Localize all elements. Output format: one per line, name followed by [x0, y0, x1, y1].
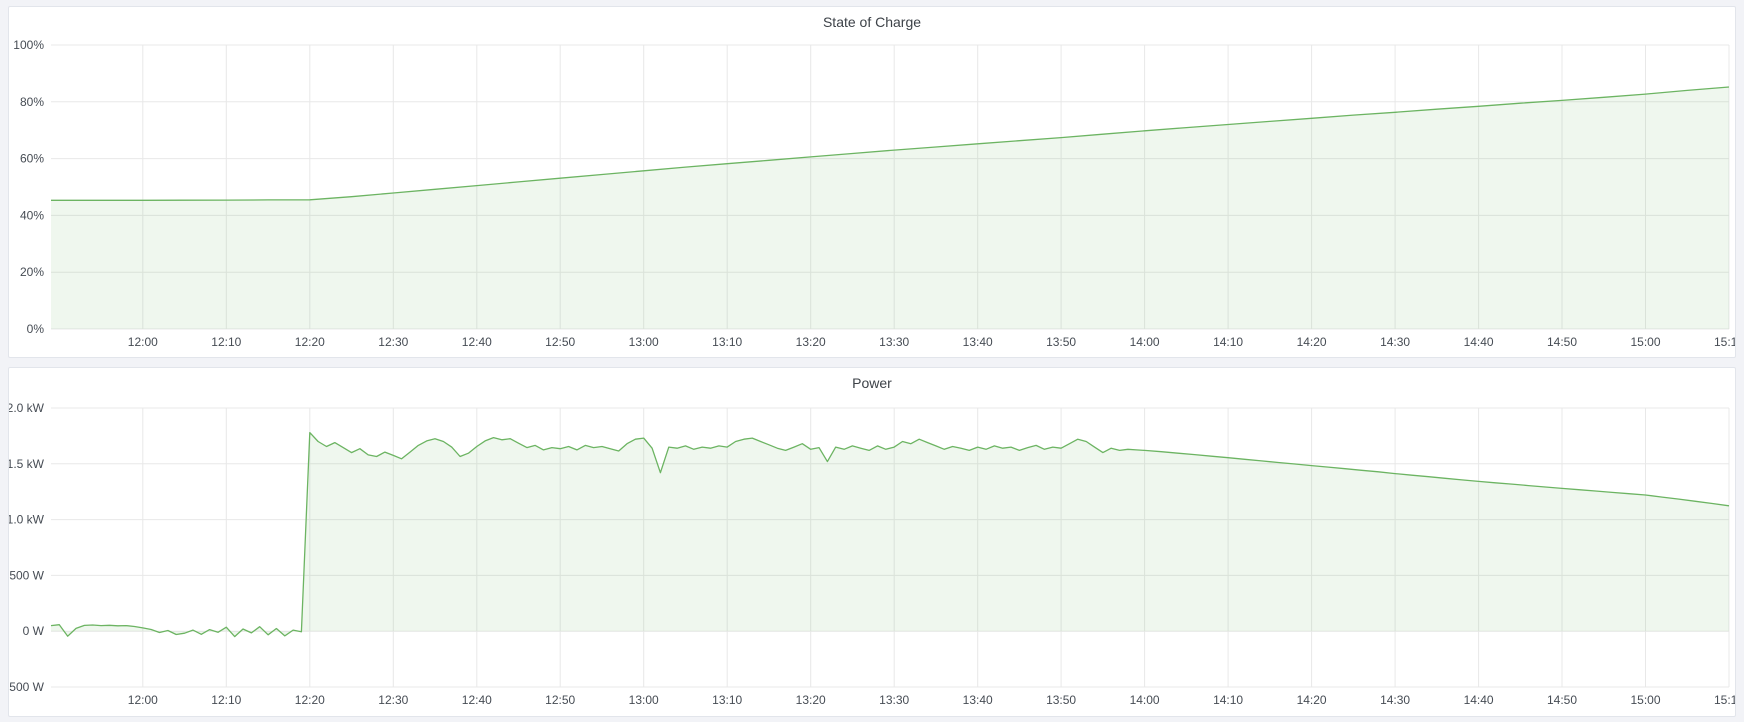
- x-tick-label: 15:10: [1714, 693, 1736, 707]
- x-tick-label: 12:30: [378, 693, 408, 707]
- y-tick-label: 1.0 kW: [8, 513, 45, 527]
- x-tick-label: 15:00: [1630, 693, 1660, 707]
- x-tick-label: 12:20: [295, 335, 325, 349]
- y-tick-label: 100%: [13, 38, 44, 52]
- y-tick-label: 0 W: [23, 624, 45, 638]
- soc-chart-svg: 0% 20% 40% 60% 80% 100% 12:00 12:10 12:20 12:30 12…: [13, 38, 1736, 349]
- x-tick-label: 13:30: [879, 693, 909, 707]
- series-line: [51, 86, 1730, 201]
- x-tick-label: 12:10: [211, 335, 241, 349]
- panel-header-power: Power: [9, 368, 1735, 398]
- x-tick-label: 15:10: [1714, 335, 1736, 349]
- x-tick-label: 13:50: [1046, 335, 1076, 349]
- x-tick-label: 12:30: [378, 335, 408, 349]
- x-tick-label: 14:10: [1213, 693, 1243, 707]
- y-tick-label: 1.5 kW: [8, 457, 45, 471]
- y-tick-label: 80%: [20, 95, 44, 109]
- panel-title-power[interactable]: Power: [852, 375, 892, 391]
- x-tick-label: 14:00: [1130, 693, 1160, 707]
- x-tick-label: 12:20: [295, 693, 325, 707]
- series-area-fill: [51, 432, 1729, 637]
- panel-power: Power -500 W 0 W 500 W 1.0 kW 1.5 kW 2.0 kW 12…: [8, 367, 1736, 717]
- y-tick-label: 60%: [20, 152, 44, 166]
- x-tick-label: 15:00: [1630, 335, 1660, 349]
- x-tick-label: 13:00: [629, 335, 659, 349]
- gridlines: [51, 407, 1730, 688]
- y-tick-label: 0%: [27, 322, 45, 336]
- panel-header-state-of-charge: State of Charge: [9, 7, 1735, 37]
- x-tick-label: 12:00: [128, 335, 158, 349]
- power-chart-canvas[interactable]: -500 W 0 W 500 W 1.0 kW 1.5 kW 2.0 kW 12:00 12:…: [9, 398, 1735, 716]
- x-tick-label: 14:10: [1213, 335, 1243, 349]
- power-chart-svg: -500 W 0 W 500 W 1.0 kW 1.5 kW 2.0 kW 12:00 12:…: [8, 401, 1736, 707]
- y-tick-label: -500 W: [8, 680, 45, 694]
- x-tick-label: 14:40: [1464, 335, 1494, 349]
- x-tick-label: 14:50: [1547, 335, 1577, 349]
- x-tick-label: 13:00: [629, 693, 659, 707]
- x-tick-label: 12:50: [545, 693, 575, 707]
- x-tick-label: 13:40: [963, 693, 993, 707]
- x-tick-label: 13:20: [796, 335, 826, 349]
- x-tick-label: 14:40: [1464, 693, 1494, 707]
- y-tick-label: 40%: [20, 208, 44, 222]
- x-tick-label: 13:20: [796, 693, 826, 707]
- panel-title-state-of-charge[interactable]: State of Charge: [822, 14, 922, 30]
- x-tick-label: 12:50: [545, 335, 575, 349]
- x-tick-label: 13:10: [712, 335, 742, 349]
- y-tick-label: 500 W: [9, 568, 44, 582]
- x-tick-label: 12:00: [128, 693, 158, 707]
- x-tick-label: 13:30: [879, 335, 909, 349]
- x-tick-label: 13:40: [963, 335, 993, 349]
- x-tick-label: 14:50: [1547, 693, 1577, 707]
- gridlines: [51, 44, 1730, 330]
- x-tick-label: 14:20: [1297, 335, 1327, 349]
- y-tick-label: 20%: [20, 265, 44, 279]
- y-tick-label: 2.0 kW: [8, 401, 45, 415]
- x-tick-label: 12:40: [462, 693, 492, 707]
- series-line: [50, 431, 1730, 638]
- series-area-fill: [51, 87, 1729, 329]
- x-tick-label: 14:00: [1130, 335, 1160, 349]
- x-tick-label: 14:30: [1380, 335, 1410, 349]
- axis-labels: -500 W 0 W 500 W 1.0 kW 1.5 kW 2.0 kW 12:00 12:…: [8, 401, 1736, 707]
- axis-labels: 0% 20% 40% 60% 80% 100% 12:00 12:10 12:20 12:30 12…: [13, 38, 1736, 349]
- x-tick-label: 14:30: [1380, 693, 1410, 707]
- x-tick-label: 12:10: [211, 693, 241, 707]
- x-tick-label: 13:50: [1046, 693, 1076, 707]
- x-tick-label: 14:20: [1297, 693, 1327, 707]
- soc-chart-canvas[interactable]: 0% 20% 40% 60% 80% 100% 12:00 12:10 12:20 12:30 12…: [9, 37, 1735, 357]
- panel-state-of-charge: State of Charge 0% 20% 40% 60% 80% 100% 12:00 1…: [8, 6, 1736, 358]
- x-tick-label: 13:10: [712, 693, 742, 707]
- x-tick-label: 12:40: [462, 335, 492, 349]
